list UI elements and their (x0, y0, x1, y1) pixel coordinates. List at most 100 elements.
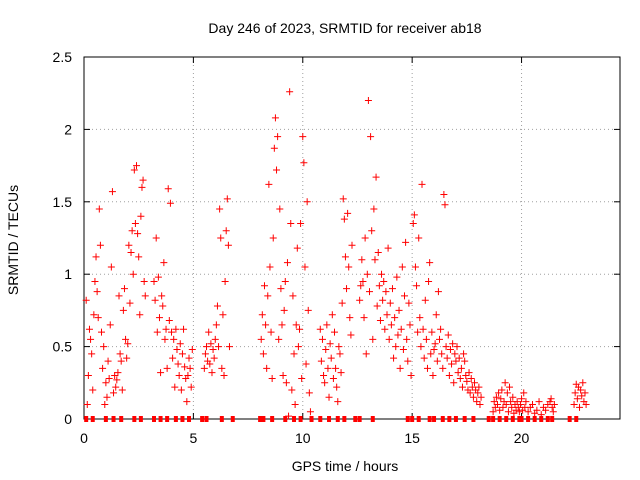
data-point (363, 270, 371, 278)
y-axis-label: SRMTID / TECUs (5, 185, 21, 295)
data-point (302, 360, 310, 368)
zero-point (504, 416, 509, 422)
data-point (374, 248, 382, 256)
data-point (392, 343, 400, 351)
data-point (415, 234, 423, 242)
data-point (139, 176, 147, 184)
data-point (327, 354, 335, 362)
data-point (428, 328, 436, 336)
data-point (220, 372, 228, 380)
zero-point (283, 416, 288, 422)
data-point (259, 350, 267, 358)
data-point (140, 277, 148, 285)
data-point (283, 259, 291, 267)
data-point (138, 183, 146, 191)
data-point (113, 376, 121, 384)
data-point (493, 401, 501, 409)
zero-point (138, 416, 143, 422)
data-point (509, 393, 517, 401)
data-point (108, 188, 116, 196)
data-point (570, 401, 578, 409)
data-point (117, 357, 125, 365)
data-point (446, 345, 454, 353)
data-point (281, 277, 289, 285)
data-point (453, 343, 461, 351)
data-point (105, 374, 113, 382)
data-point (384, 244, 392, 252)
data-point (399, 345, 407, 353)
data-point (431, 340, 439, 348)
data-point (85, 325, 93, 333)
data-point (465, 369, 473, 377)
y-tick-label: 2 (64, 121, 72, 137)
data-point (373, 302, 381, 310)
data-point (501, 379, 509, 387)
data-point (547, 395, 555, 403)
data-point (497, 395, 505, 403)
data-point (496, 406, 504, 414)
data-point (426, 259, 434, 267)
data-point (186, 364, 194, 372)
data-point (518, 395, 526, 403)
data-point (394, 331, 402, 339)
data-point (337, 369, 345, 377)
data-point (119, 306, 127, 314)
data-point (406, 321, 414, 329)
data-point (286, 88, 294, 96)
zero-point (353, 416, 358, 422)
data-point (164, 185, 172, 193)
data-point (369, 335, 377, 343)
data-point (433, 357, 441, 365)
y-tick-label: 1.5 (53, 194, 73, 210)
plot-frame (83, 56, 621, 420)
data-point (401, 292, 409, 300)
data-point (273, 166, 281, 174)
data-point (513, 398, 521, 406)
zero-point (462, 416, 467, 422)
grid (84, 57, 620, 419)
data-point (141, 292, 149, 300)
data-points (82, 88, 590, 422)
data-point (188, 345, 196, 353)
data-point (100, 343, 108, 351)
zero-point (357, 416, 362, 422)
data-point (278, 321, 286, 329)
data-point (301, 263, 309, 271)
data-point (92, 253, 100, 261)
data-point (360, 314, 368, 322)
zero-point (103, 416, 108, 422)
data-point (125, 241, 133, 249)
data-point (549, 408, 557, 416)
data-point (94, 314, 102, 322)
data-point (185, 354, 193, 362)
zero-point (258, 416, 263, 422)
data-point (495, 389, 503, 397)
data-point (206, 360, 214, 368)
data-point (427, 350, 435, 358)
data-point (120, 285, 128, 293)
data-point (457, 364, 465, 372)
data-point (269, 234, 277, 242)
zero-point (292, 416, 297, 422)
data-point (294, 343, 302, 351)
data-point (332, 364, 340, 372)
zero-point (261, 416, 266, 422)
zero-point (550, 416, 555, 422)
data-point (178, 350, 186, 358)
data-point (326, 340, 334, 348)
data-point (118, 386, 126, 394)
data-point (169, 354, 177, 362)
data-point (168, 328, 176, 336)
data-point (304, 306, 312, 314)
data-point (133, 162, 141, 170)
zero-point (440, 416, 445, 422)
data-point (282, 379, 290, 387)
data-point (209, 345, 217, 353)
data-point (136, 311, 144, 319)
zero-point (342, 416, 347, 422)
data-point (87, 335, 95, 343)
zero-point (427, 416, 432, 422)
data-point (520, 389, 528, 397)
data-point (420, 354, 428, 362)
